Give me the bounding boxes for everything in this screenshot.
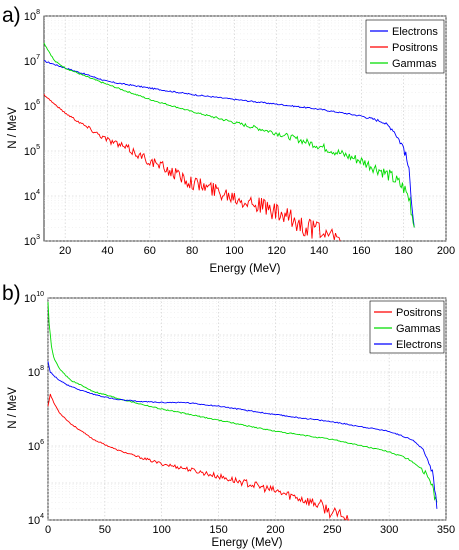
plot-b-legend: Positrons Gammas Electrons xyxy=(369,300,445,354)
y-tick-label: 108 xyxy=(24,9,40,23)
x-tick-label: 0 xyxy=(45,524,51,536)
x-tick-label: 140 xyxy=(310,245,328,257)
legend-label: Positrons xyxy=(396,307,442,319)
legend-label: Gammas xyxy=(392,58,437,70)
plot-b-y-ticks: 104 106 108 1010 xyxy=(24,291,44,527)
plot-a-lines xyxy=(43,42,415,242)
plot-a-legend: Electrons Positrons Gammas xyxy=(365,19,445,74)
series-line-positrons xyxy=(43,93,341,242)
plot-a-y-ticks: 103 104 105 106 107 108 xyxy=(24,9,40,248)
x-tick-label: 120 xyxy=(268,245,286,257)
x-tick-label: 50 xyxy=(99,524,111,536)
legend-label: Positrons xyxy=(392,42,438,54)
plot-b-x-label: Energy (MeV) xyxy=(212,537,283,549)
plot-a: 20 40 60 80 100 120 140 160 180 200 1031041051061… xyxy=(7,9,455,275)
plot-b-lines xyxy=(47,301,438,521)
y-tick-label: 108 xyxy=(28,365,44,379)
x-tick-label: 200 xyxy=(266,524,284,536)
x-tick-label: 80 xyxy=(186,245,198,257)
series-line-gammas xyxy=(43,42,415,228)
series-line-gammas xyxy=(47,301,438,503)
legend-label: Electrons xyxy=(396,339,442,351)
panel-a-label: a) xyxy=(2,4,21,27)
x-tick-label: 40 xyxy=(101,245,113,257)
legend-label: Electrons xyxy=(392,26,438,38)
x-tick-label: 180 xyxy=(395,245,413,257)
x-tick-label: 20 xyxy=(59,245,71,257)
x-tick-label: 60 xyxy=(144,245,156,257)
y-tick-label: 104 xyxy=(28,513,44,527)
y-tick-label: 106 xyxy=(24,99,40,113)
x-tick-label: 150 xyxy=(209,524,227,536)
series-line-electrons xyxy=(43,60,415,228)
plot-b-x-ticks: 0 50 100 150 200 250 300 350 xyxy=(45,524,455,536)
x-tick-label: 100 xyxy=(225,245,243,257)
y-tick-label: 106 xyxy=(28,439,44,453)
legend-label: Gammas xyxy=(396,323,441,335)
x-tick-label: 300 xyxy=(380,524,398,536)
plot-a-x-ticks: 20 40 60 80 100 120 140 160 180 200 xyxy=(59,245,455,257)
plot-a-x-label: Energy (MeV) xyxy=(210,263,281,275)
y-tick-label: 103 xyxy=(24,234,40,248)
y-tick-label: 1010 xyxy=(24,291,44,305)
x-tick-label: 200 xyxy=(437,245,455,257)
y-tick-label: 105 xyxy=(24,144,40,158)
x-tick-label: 100 xyxy=(153,524,171,536)
plot-b-y-label: N / MeV xyxy=(7,387,19,429)
panel-b-label: b) xyxy=(2,282,21,305)
x-tick-label: 250 xyxy=(323,524,341,536)
y-tick-label: 107 xyxy=(24,54,40,68)
x-tick-label: 160 xyxy=(352,245,370,257)
plot-a-y-label: N / MeV xyxy=(7,107,19,149)
plot-b: 0 50 100 150 200 250 300 350 104 106 108 1010 Ener… xyxy=(7,291,455,549)
x-tick-label: 350 xyxy=(437,524,455,536)
series-line-positrons xyxy=(47,393,350,521)
plot-a-grid xyxy=(44,15,447,242)
series-line-electrons xyxy=(47,361,438,509)
y-tick-label: 104 xyxy=(24,189,40,203)
